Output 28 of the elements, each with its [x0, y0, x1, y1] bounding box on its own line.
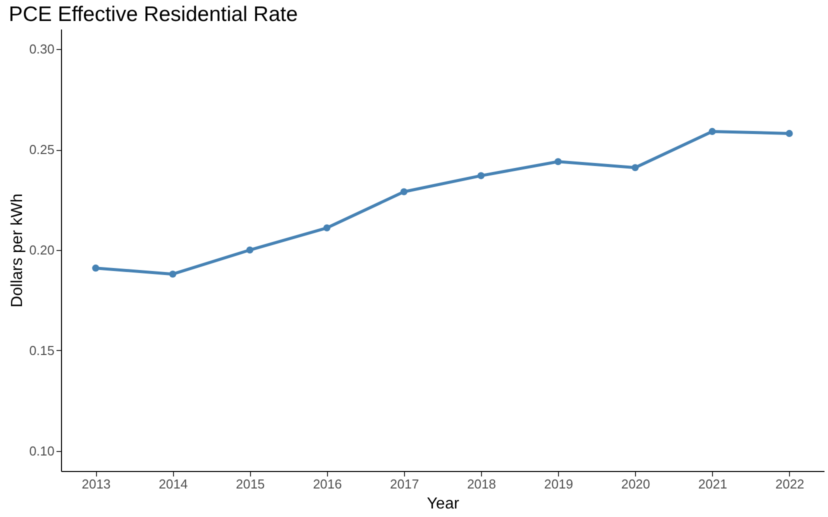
y-axis-title: Dollars per kWh: [9, 194, 26, 308]
point: [92, 264, 100, 272]
y-tick-label: 0.15: [29, 342, 54, 358]
x-tick-label: 2014: [158, 476, 188, 492]
x-tick-label: 2016: [312, 476, 342, 492]
x-axis-title: Year: [426, 496, 460, 512]
y-tick-label: 0.25: [29, 142, 54, 158]
point: [554, 158, 562, 166]
chart-title: PCE Effective Residential Rate: [8, 3, 298, 26]
x-tick-label: 2015: [236, 476, 265, 492]
point: [786, 130, 793, 137]
x-tick-label: 2013: [82, 476, 111, 492]
point: [632, 164, 639, 172]
x-tick-label: 2021: [698, 476, 728, 492]
x-tick-label: 2022: [775, 476, 804, 492]
point: [708, 128, 716, 135]
x-tick-label: 2020: [621, 476, 650, 492]
y-tick-label: 0.20: [29, 242, 54, 258]
x-tick-label: 2019: [544, 476, 574, 492]
point: [323, 224, 330, 232]
point: [246, 246, 254, 254]
x-tick-label: 2017: [390, 476, 419, 492]
point: [169, 270, 176, 278]
x-tick-label: 2018: [467, 476, 496, 492]
y-tick-label: 0.10: [29, 443, 54, 458]
point: [478, 172, 485, 180]
y-tick-label: 0.30: [29, 42, 54, 57]
point: [400, 188, 408, 196]
